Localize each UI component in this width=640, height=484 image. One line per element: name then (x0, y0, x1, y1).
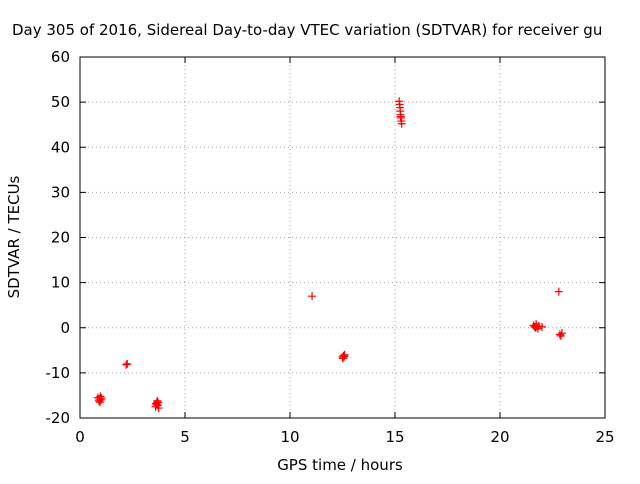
data-point (96, 392, 105, 401)
data-point (555, 330, 564, 339)
data-point (97, 394, 106, 403)
tick-layer: 0 5 10 15 20 25 -20 -10 0 10 20 30 40 50 60 (46, 48, 615, 446)
data-point (123, 359, 132, 368)
data-point (338, 354, 347, 363)
x-tick-label: 0 (75, 428, 85, 446)
x-tick-label: 25 (595, 428, 614, 446)
y-axis-label: SDTVAR / TECUs (5, 175, 23, 298)
data-point (154, 398, 163, 407)
y-tick-label: 40 (51, 138, 70, 156)
data-point (397, 119, 406, 128)
data-point (396, 112, 405, 121)
data-point (554, 287, 563, 296)
grid-layer (80, 57, 605, 418)
chart-title: Day 305 of 2016, Sidereal Day-to-day VTE… (12, 21, 602, 39)
y-tick-label: 60 (51, 48, 70, 66)
y-tick-label: 20 (51, 229, 70, 247)
y-tick-label: -10 (46, 364, 71, 382)
data-point (340, 352, 349, 361)
x-tick-label: 10 (280, 428, 299, 446)
y-tick-label: 30 (51, 183, 70, 201)
data-point (557, 329, 566, 338)
point-layer (93, 97, 566, 413)
x-axis-label: GPS time / hours (277, 456, 403, 474)
data-point (122, 360, 131, 369)
data-point (538, 322, 546, 331)
x-tick-label: 20 (490, 428, 509, 446)
y-tick-label: 10 (51, 274, 70, 292)
data-point (308, 292, 317, 301)
y-tick-label: 0 (60, 319, 70, 337)
x-tick-label: 15 (385, 428, 404, 446)
x-tick-label: 5 (180, 428, 190, 446)
data-point (154, 404, 163, 413)
data-point (153, 396, 162, 405)
y-tick-label: 50 (51, 93, 70, 111)
plot-frame (79, 56, 606, 419)
y-tick-label: -20 (46, 409, 71, 427)
